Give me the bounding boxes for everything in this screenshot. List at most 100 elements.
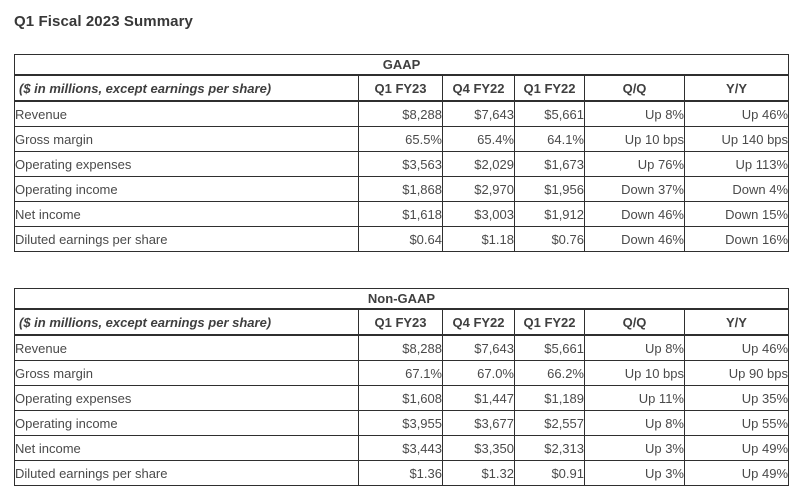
value-cell: $8,288	[358, 100, 443, 127]
gaap-table: GAAP ($ in millions, except earnings per…	[13, 54, 790, 252]
table-row-revenue: Revenue $8,288 $7,643 $5,661 Up 8% Up 46…	[14, 100, 790, 127]
value-cell: Down 37%	[584, 176, 685, 202]
row-label: Operating income	[14, 176, 359, 202]
table-row-operating-expenses: Operating expenses $3,563 $2,029 $1,673 …	[14, 151, 790, 177]
value-cell: 64.1%	[514, 126, 585, 152]
row-label: Diluted earnings per share	[14, 460, 359, 486]
column-header-q4fy22: Q4 FY22	[442, 308, 515, 336]
value-cell: $1.36	[358, 460, 443, 486]
value-cell: $1,618	[358, 201, 443, 227]
value-cell: $3,677	[442, 410, 515, 436]
row-label: Diluted earnings per share	[14, 226, 359, 252]
value-cell: $0.91	[514, 460, 585, 486]
value-cell: $1,447	[442, 385, 515, 411]
value-cell: Up 3%	[584, 460, 685, 486]
table-group-header: GAAP	[13, 54, 790, 76]
value-cell: Up 55%	[683, 410, 790, 436]
value-cell: $3,563	[358, 151, 443, 177]
value-cell: Up 90 bps	[683, 360, 790, 386]
value-cell: $0.64	[358, 226, 443, 252]
table-row-net-income: Net income $3,443 $3,350 $2,313 Up 3% Up…	[14, 435, 790, 461]
value-cell: $1.32	[442, 460, 515, 486]
table-row-gross-margin: Gross margin 65.5% 65.4% 64.1% Up 10 bps…	[14, 126, 790, 152]
column-header-qq: Q/Q	[584, 74, 685, 102]
row-label: Net income	[14, 435, 359, 461]
value-cell: $7,643	[442, 100, 515, 127]
value-cell: $1,868	[358, 176, 443, 202]
value-cell: 66.2%	[514, 360, 585, 386]
value-cell: Up 49%	[683, 435, 790, 461]
value-cell: Up 76%	[584, 151, 685, 177]
gaap-group-header-row: GAAP	[13, 54, 790, 76]
value-cell: Up 113%	[683, 151, 790, 177]
value-cell: $3,443	[358, 435, 443, 461]
value-cell: Down 15%	[683, 201, 790, 227]
value-cell: $1,956	[514, 176, 585, 202]
table-row-operating-income: Operating income $1,868 $2,970 $1,956 Do…	[14, 176, 790, 202]
value-cell: $2,313	[514, 435, 585, 461]
value-cell: Up 3%	[584, 435, 685, 461]
value-cell: $1.18	[442, 226, 515, 252]
value-cell: $1,189	[514, 385, 585, 411]
column-header-q1fy22: Q1 FY22	[514, 74, 585, 102]
value-cell: 65.5%	[358, 126, 443, 152]
value-cell: Down 16%	[683, 226, 790, 252]
value-cell: Up 8%	[584, 334, 685, 361]
table-row-net-income: Net income $1,618 $3,003 $1,912 Down 46%…	[14, 201, 790, 227]
value-cell: Up 10 bps	[584, 126, 685, 152]
value-cell: Down 4%	[683, 176, 790, 202]
value-cell: $1,608	[358, 385, 443, 411]
value-cell: Up 8%	[584, 100, 685, 127]
value-cell: $2,029	[442, 151, 515, 177]
column-header-yy: Y/Y	[683, 74, 790, 102]
table-row-operating-income: Operating income $3,955 $3,677 $2,557 Up…	[14, 410, 790, 436]
value-cell: $1,673	[514, 151, 585, 177]
units-note: ($ in millions, except earnings per shar…	[14, 74, 359, 102]
value-cell: $5,661	[514, 100, 585, 127]
column-header-q4fy22: Q4 FY22	[442, 74, 515, 102]
value-cell: $0.76	[514, 226, 585, 252]
value-cell: $8,288	[358, 334, 443, 361]
value-cell: Up 46%	[683, 334, 790, 361]
value-cell: 67.0%	[442, 360, 515, 386]
non-gaap-table: Non-GAAP ($ in millions, except earnings…	[13, 288, 790, 486]
column-header-q1fy23: Q1 FY23	[358, 74, 443, 102]
value-cell: $3,955	[358, 410, 443, 436]
page-title: Q1 Fiscal 2023 Summary	[14, 13, 193, 30]
row-label: Revenue	[14, 100, 359, 127]
value-cell: $3,350	[442, 435, 515, 461]
row-label: Operating expenses	[14, 151, 359, 177]
value-cell: 67.1%	[358, 360, 443, 386]
value-cell: $2,970	[442, 176, 515, 202]
value-cell: Up 49%	[683, 460, 790, 486]
non-gaap-group-header-row: Non-GAAP	[13, 288, 790, 310]
row-label: Operating income	[14, 410, 359, 436]
row-label: Gross margin	[14, 126, 359, 152]
value-cell: $3,003	[442, 201, 515, 227]
table-row-diluted-eps: Diluted earnings per share $0.64 $1.18 $…	[14, 226, 790, 252]
value-cell: Up 35%	[683, 385, 790, 411]
page: Q1 Fiscal 2023 Summary GAAP ($ in millio…	[13, 13, 790, 486]
table-row-diluted-eps: Diluted earnings per share $1.36 $1.32 $…	[14, 460, 790, 486]
value-cell: $5,661	[514, 334, 585, 361]
table-row-gross-margin: Gross margin 67.1% 67.0% 66.2% Up 10 bps…	[14, 360, 790, 386]
value-cell: Up 140 bps	[683, 126, 790, 152]
value-cell: Down 46%	[584, 226, 685, 252]
row-label: Revenue	[14, 334, 359, 361]
row-label: Operating expenses	[14, 385, 359, 411]
column-header-q1fy22: Q1 FY22	[514, 308, 585, 336]
value-cell: Up 46%	[683, 100, 790, 127]
value-cell: Down 46%	[584, 201, 685, 227]
value-cell: Up 10 bps	[584, 360, 685, 386]
value-cell: $1,912	[514, 201, 585, 227]
value-cell: 65.4%	[442, 126, 515, 152]
table-row-operating-expenses: Operating expenses $1,608 $1,447 $1,189 …	[14, 385, 790, 411]
units-note: ($ in millions, except earnings per shar…	[14, 308, 359, 336]
column-header-yy: Y/Y	[683, 308, 790, 336]
table-group-header: Non-GAAP	[13, 288, 790, 310]
value-cell: $7,643	[442, 334, 515, 361]
column-header-q1fy23: Q1 FY23	[358, 308, 443, 336]
table-row-revenue: Revenue $8,288 $7,643 $5,661 Up 8% Up 46…	[14, 334, 790, 361]
gaap-column-header-row: ($ in millions, except earnings per shar…	[14, 74, 790, 102]
value-cell: $2,557	[514, 410, 585, 436]
